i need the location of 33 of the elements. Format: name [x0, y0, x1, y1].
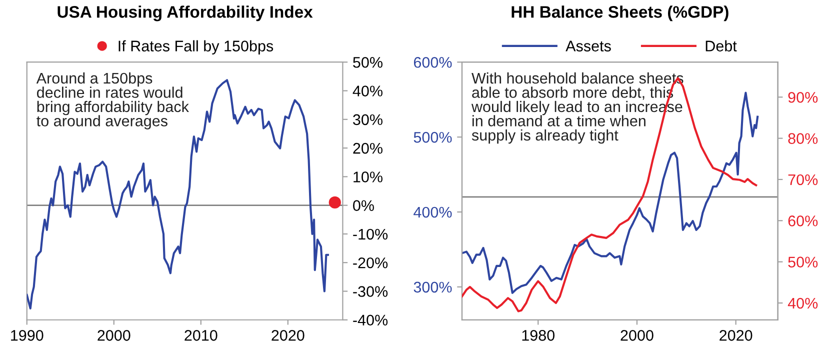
x-tick-label: 2010 [184, 330, 218, 341]
y-tick-label: 400% [414, 206, 452, 218]
chart-title: USA Housing Affordability Index [58, 6, 313, 22]
y2-tick-label: 50% [788, 256, 818, 268]
y-tick-label: 0% [353, 200, 374, 211]
x-tick-label: 2000 [620, 330, 654, 341]
y-tick-label: -40% [353, 314, 388, 326]
y-tick-label: 10% [354, 172, 382, 182]
y2-tick-label: 70% [788, 174, 818, 186]
y-tick-label: 300% [414, 282, 452, 293]
annotation: Around a 150bps decline in rates would bring affordability back to around averages [36, 72, 189, 130]
y-tick-label: 20% [353, 142, 382, 154]
y-tick-label: 30% [353, 114, 382, 126]
y-tick-label: -20% [353, 257, 388, 268]
y2-tick-label: 60% [788, 216, 818, 226]
chart-title: HH Balance Sheets (%GDP) [512, 6, 728, 22]
x-tick-label: 2020 [720, 330, 752, 341]
legend-label: Debt [706, 40, 737, 52]
y-tick-label: -10% [353, 228, 388, 240]
legend-label: Assets [566, 40, 611, 52]
y-tick-label: -30% [353, 286, 388, 297]
y2-tick-label: 90% [788, 92, 818, 103]
y-tick-label: 500% [414, 132, 452, 143]
x-tick-label: 1990 [11, 330, 44, 341]
x-tick-label: 2020 [272, 330, 304, 341]
y-tick-label: 600% [414, 56, 452, 68]
legend-label: If Rates Fall by 150bps [118, 40, 274, 54]
x-tick-label: 1980 [522, 330, 555, 341]
x-tick-label: 2000 [98, 330, 130, 341]
y-tick-label: 50% [353, 56, 382, 68]
y-tick-label: 40% [352, 86, 382, 96]
y2-tick-label: 80% [788, 133, 818, 144]
y2-tick-label: 40% [788, 298, 818, 309]
